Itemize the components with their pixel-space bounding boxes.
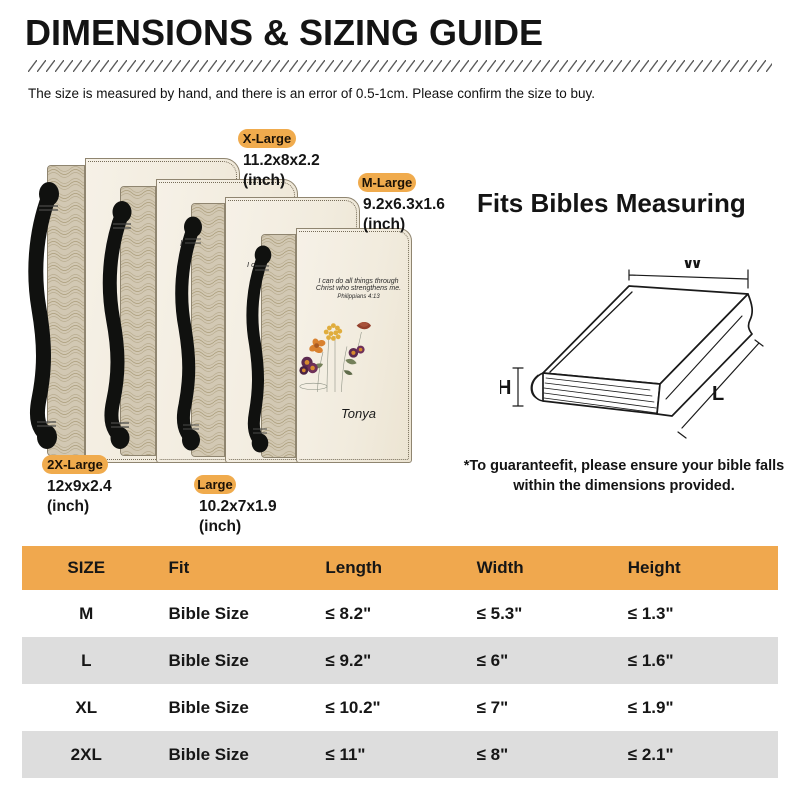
svg-text:L: L: [712, 383, 724, 405]
svg-text:W: W: [683, 260, 702, 273]
svg-text:H: H: [500, 377, 511, 399]
